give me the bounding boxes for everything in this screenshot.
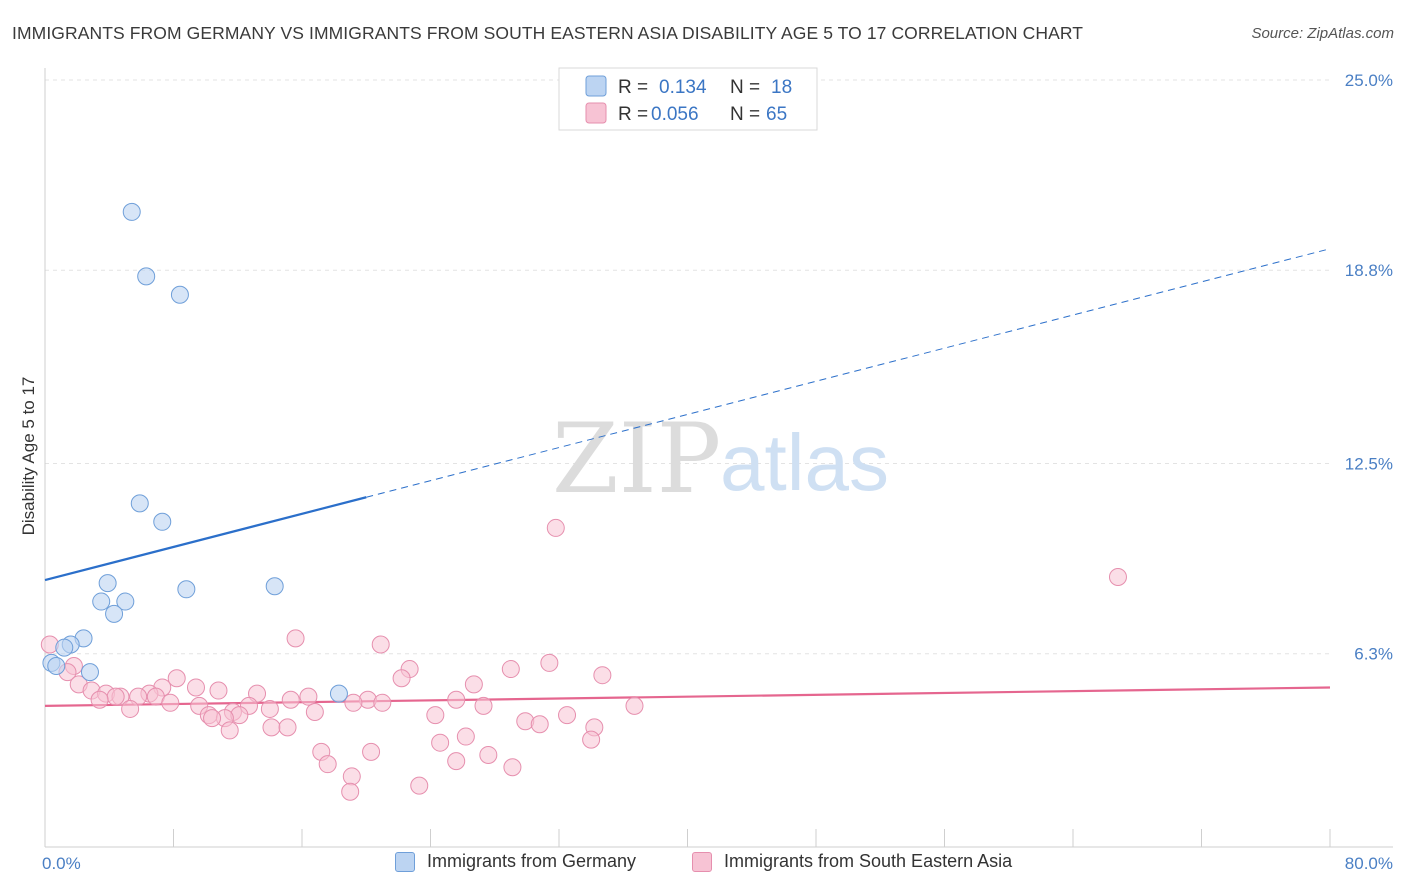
data-point-sea (540, 653, 559, 672)
data-point-sea (593, 666, 612, 685)
data-point-sea (392, 669, 411, 688)
data-point-sea (431, 733, 450, 752)
x-tick-label: 0.0% (42, 854, 81, 873)
data-point-germany (137, 267, 156, 286)
y-tick-label: 6.3% (1354, 645, 1393, 664)
data-point-sea (318, 755, 337, 774)
legend-n-value-sea: 65 (766, 104, 787, 125)
bottom-legend-swatch-germany (395, 851, 415, 872)
data-point-sea (341, 782, 360, 801)
axes: 6.3% 12.5% 18.8% 25.0% 0.0% 80.0% (42, 68, 1393, 873)
data-point-sea (373, 693, 392, 712)
data-point-sea (447, 690, 466, 709)
data-point-sea (503, 758, 522, 777)
watermark-atlas: atlas (720, 418, 889, 507)
data-point-germany (98, 574, 117, 593)
data-point-sea (447, 752, 466, 771)
trend-lines (44, 248, 1331, 707)
y-tick-label: 12.5% (1345, 455, 1393, 474)
legend-swatch-sea (585, 102, 607, 124)
y-axis-label: Disability Age 5 to 17 (19, 377, 38, 536)
data-point-sea (344, 693, 363, 712)
data-point-sea (203, 709, 222, 728)
data-point-germany (153, 512, 172, 531)
data-point-sea (474, 696, 493, 715)
data-point-sea (1108, 568, 1127, 587)
data-point-germany (329, 684, 348, 703)
data-point-sea (501, 660, 520, 679)
data-point-sea (186, 678, 205, 697)
watermark-zip: ZIP (552, 403, 721, 515)
legend-r-label-sea: R = (618, 104, 648, 125)
data-point-germany (265, 577, 284, 596)
legend-swatch-germany (585, 75, 607, 97)
bottom-legend-label-germany: Immigrants from Germany (427, 851, 637, 871)
bottom-legend-label-sea: Immigrants from South Eastern Asia (724, 851, 1013, 871)
legend: R = 0.134 N = 18 R = 0.056 N = 65 (558, 67, 818, 131)
data-point-sea (262, 718, 281, 737)
data-point-sea (456, 727, 475, 746)
data-point-germany (130, 494, 149, 513)
gridlines (45, 79, 1330, 655)
data-point-sea (286, 629, 305, 648)
data-point-sea (426, 706, 445, 725)
chart-source: Source: ZipAtlas.com (1251, 25, 1394, 42)
data-point-sea (220, 721, 239, 740)
trend-line-sea (44, 686, 1331, 707)
data-point-sea (530, 715, 549, 734)
data-point-germany (122, 202, 141, 221)
legend-n-label-germany: N = (730, 77, 760, 98)
data-point-germany (105, 604, 124, 623)
data-point-sea (121, 699, 140, 718)
data-point-sea (260, 699, 279, 718)
trend-line-germany (44, 496, 367, 582)
data-point-germany (55, 638, 74, 657)
legend-r-value-germany: 0.134 (659, 77, 707, 98)
data-point-germany (177, 580, 196, 599)
data-point-sea (558, 706, 577, 725)
watermark: ZIP atlas (552, 403, 889, 515)
bottom-legend-swatch-sea (692, 851, 712, 872)
data-point-sea (546, 518, 565, 537)
data-point-sea (362, 742, 381, 761)
data-point-germany (170, 285, 189, 304)
legend-r-value-sea: 0.056 (651, 104, 699, 125)
trend-line-germany-extension (366, 248, 1331, 498)
data-point-sea (371, 635, 390, 654)
bottom-legend-item-sea: Immigrants from South Eastern Asia (692, 851, 1012, 872)
bottom-legend: Immigrants from Germany Immigrants from … (0, 851, 1406, 879)
data-point-sea (278, 718, 297, 737)
data-point-sea (281, 690, 300, 709)
data-point-germany (116, 592, 135, 611)
data-point-sea (305, 703, 324, 722)
data-point-sea (90, 690, 109, 709)
data-point-germany (47, 656, 66, 675)
data-point-sea (342, 767, 361, 786)
data-point-sea (582, 730, 601, 749)
data-point-germany (92, 592, 111, 611)
data-point-sea (167, 669, 186, 688)
data-point-sea (161, 693, 180, 712)
legend-n-value-germany: 18 (771, 77, 792, 98)
data-point-sea (464, 675, 483, 694)
data-point-sea (410, 776, 429, 795)
y-tick-label: 18.8% (1345, 261, 1393, 280)
data-point-sea (625, 696, 644, 715)
x-tick-label: 80.0% (1345, 854, 1393, 873)
legend-n-label-sea: N = (730, 104, 760, 125)
data-point-sea (106, 687, 125, 706)
bottom-legend-item-germany: Immigrants from Germany (395, 851, 636, 872)
data-point-sea (209, 681, 228, 700)
legend-r-label-germany: R = (618, 77, 648, 98)
data-point-germany (80, 663, 99, 682)
data-point-sea (479, 745, 498, 764)
chart-title: IMMIGRANTS FROM GERMANY VS IMMIGRANTS FR… (12, 23, 1084, 43)
y-tick-label: 25.0% (1345, 71, 1393, 90)
data-points (40, 202, 1127, 801)
data-point-sea (299, 687, 318, 706)
